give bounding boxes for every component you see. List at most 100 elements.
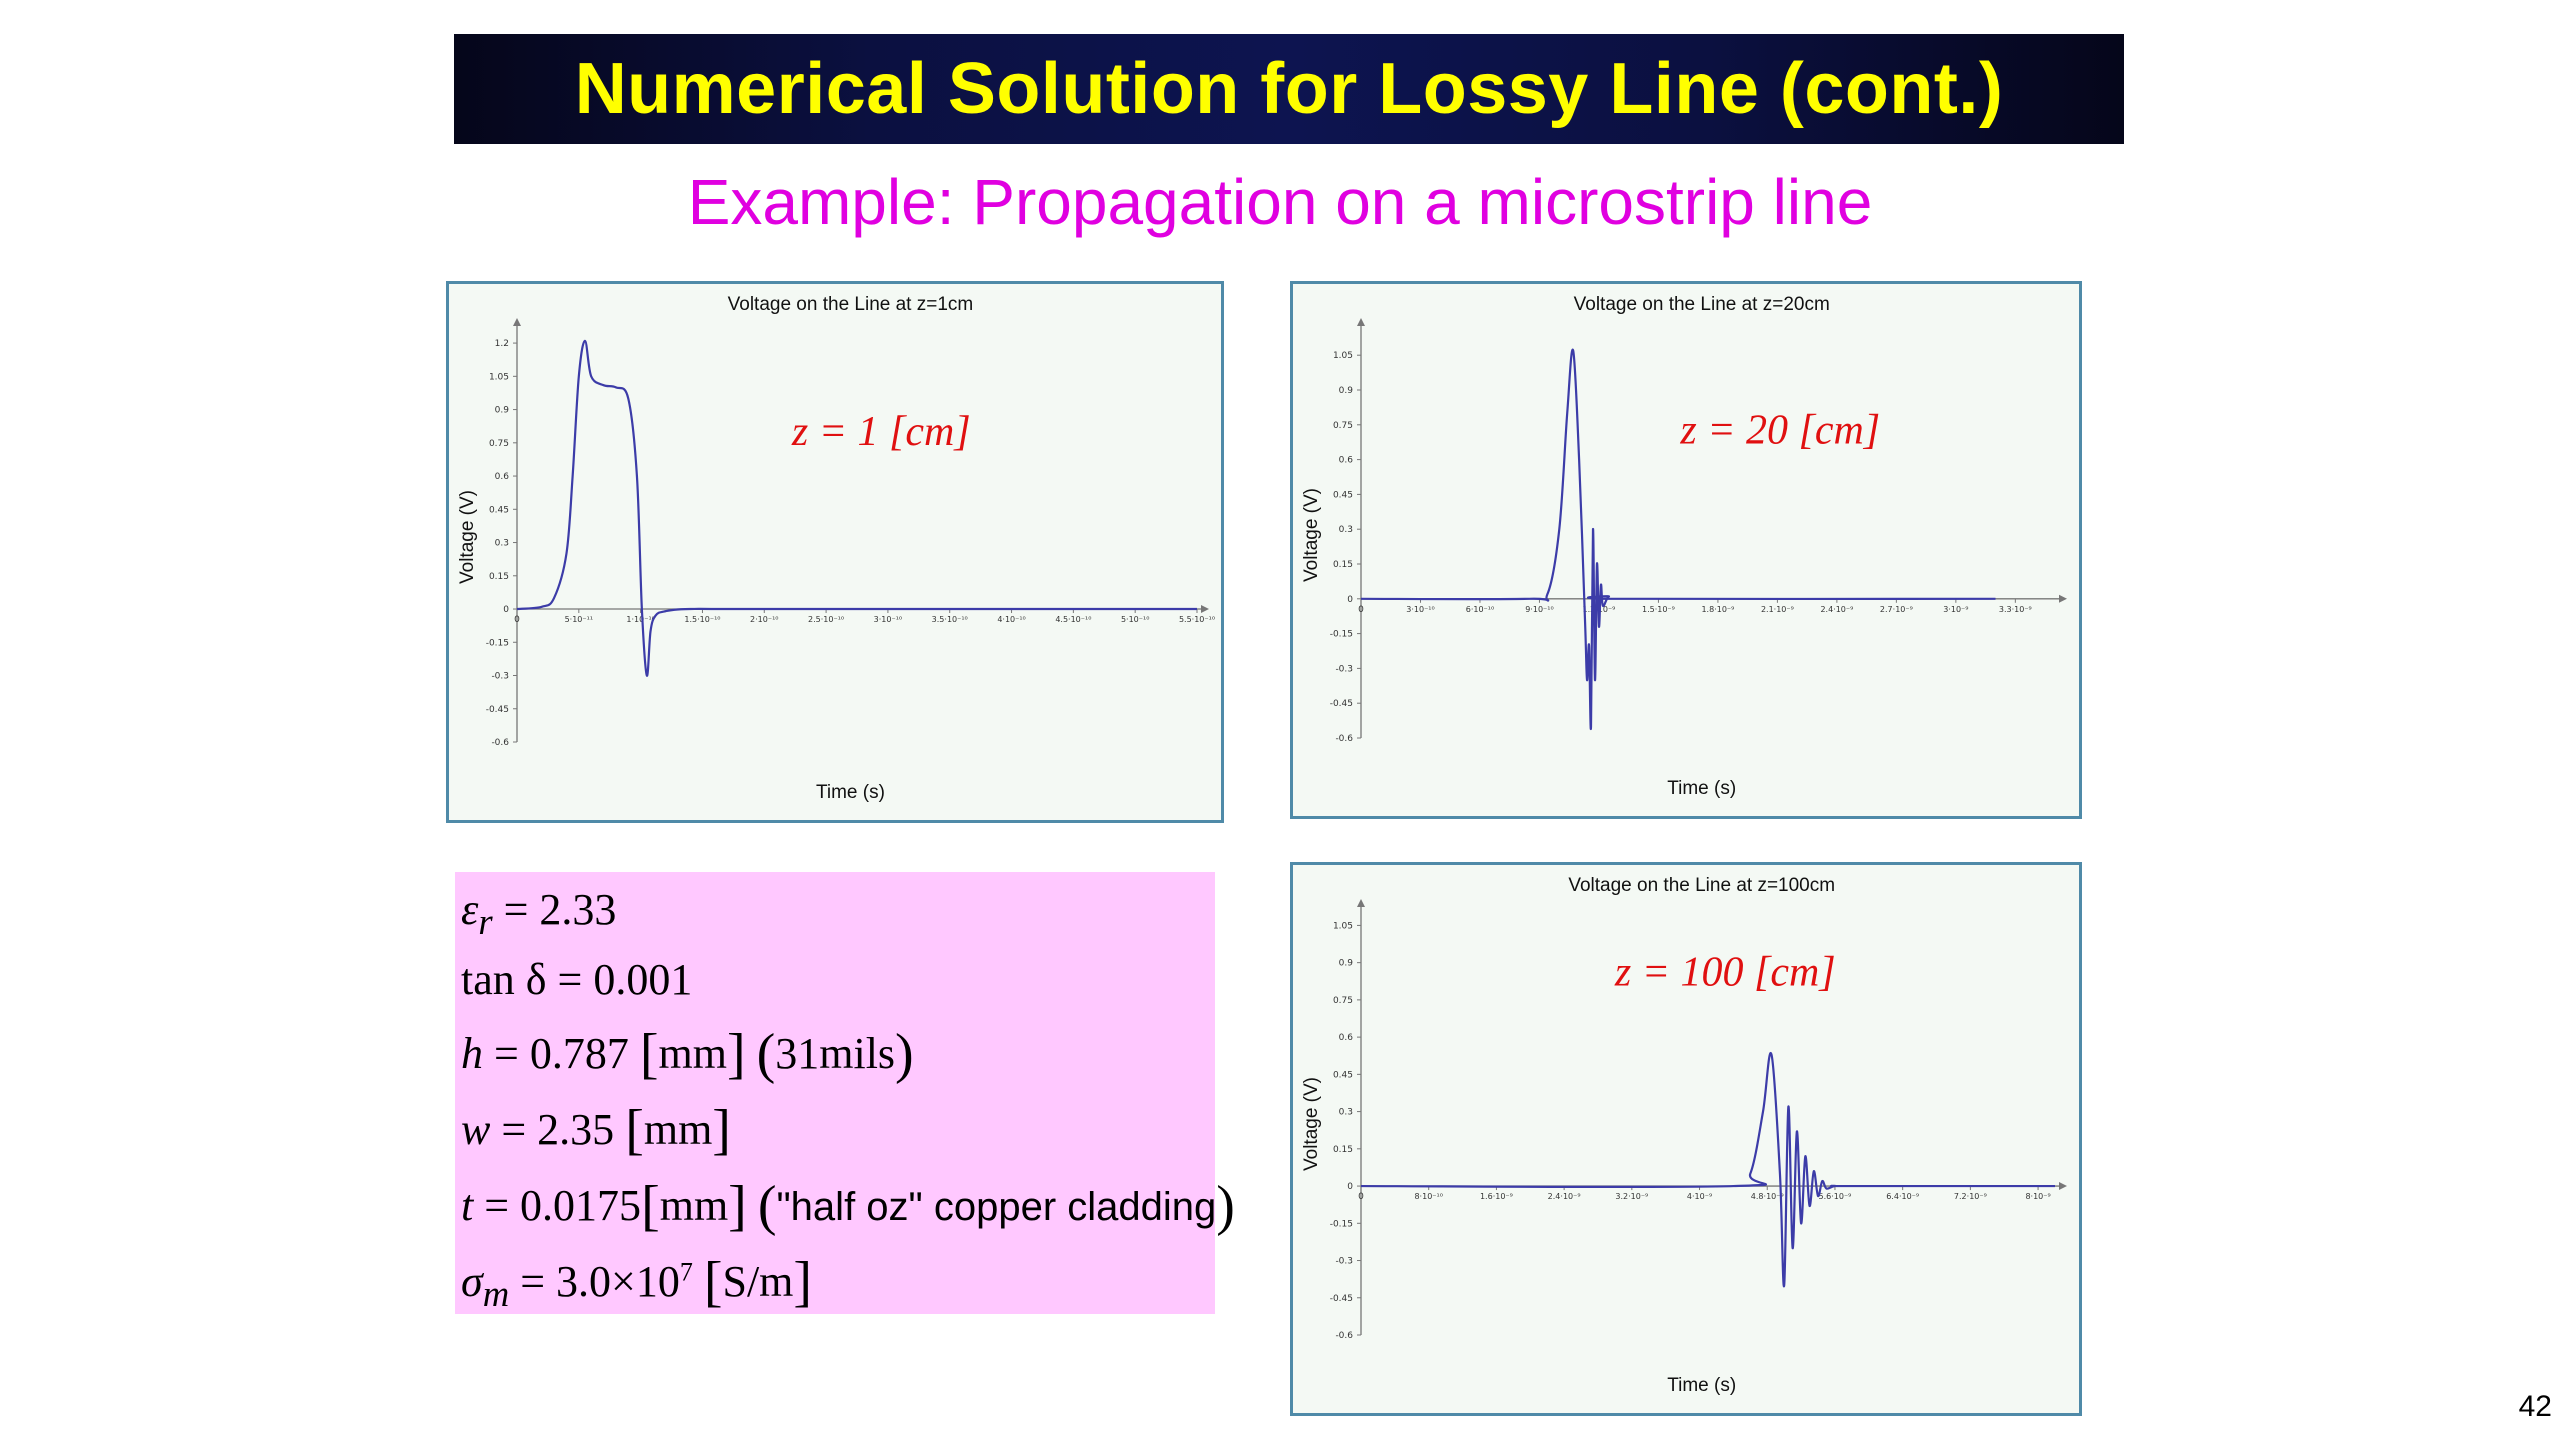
- tan-value: = 0.001: [557, 955, 693, 1004]
- chart-title: Voltage on the Line at z=1cm: [728, 294, 974, 315]
- y-tick-label: -0.15: [1330, 1219, 1353, 1229]
- x-tick-label: 3·10⁻¹⁰: [874, 615, 902, 624]
- x-origin-label: 0: [1358, 605, 1364, 615]
- y-tick-label: -0.3: [1335, 664, 1353, 674]
- x-axis-label: Time (s): [1667, 1375, 1736, 1396]
- y-tick-label: 0.15: [1333, 1145, 1353, 1155]
- y-tick-label: -0.45: [1330, 1294, 1353, 1304]
- w-symbol: w: [461, 1105, 491, 1154]
- param-er: εr = 2.33: [461, 884, 616, 943]
- y-axis-label: Voltage (V): [1301, 488, 1322, 582]
- param-w: w = 2.35 [mm]: [461, 1099, 731, 1161]
- voltage-series-line: [516, 339, 1197, 677]
- y-tick-label: 0: [503, 605, 509, 615]
- x-axis-arrow: [2059, 1182, 2067, 1191]
- sigma-symbol: σ: [461, 1257, 483, 1306]
- voltage-series-line: [1360, 1051, 2055, 1288]
- x-axis-arrow: [2059, 594, 2067, 603]
- y-tick-label: 0.15: [1333, 560, 1353, 570]
- h-symbol: h: [461, 1029, 483, 1078]
- chart-panel-z20: Voltage on the Line at z=20cm 1.05 0.9 0.75…: [1290, 281, 2082, 819]
- w-unit: mm: [643, 1105, 713, 1154]
- x-tick-label: 7.2·10⁻⁹: [1954, 1192, 1987, 1201]
- sigma-value: = 3.0×10: [520, 1257, 680, 1306]
- y-tick-label: 1.05: [489, 372, 509, 382]
- chart-svg: Voltage on the Line at z=1cm 1.2 1.05 0.9 0.…: [457, 294, 1215, 803]
- voltage-series-line: [1360, 348, 1996, 731]
- y-tick-label: -0.6: [491, 738, 509, 748]
- y-tick-label: 0.9: [495, 406, 510, 416]
- x-tick-label: 3·10⁻⁹: [1943, 605, 1968, 614]
- y-tick-label: 0.75: [489, 439, 509, 449]
- y-tick-label: 0.75: [1333, 996, 1353, 1006]
- x-tick-label: 2.1·10⁻⁹: [1761, 605, 1794, 614]
- er-symbol: ε: [461, 885, 479, 934]
- y-tick-label: 0: [1347, 1182, 1353, 1192]
- y-tick-label: 0.6: [495, 472, 510, 482]
- x-tick-label: 3.2·10⁻⁹: [1615, 1192, 1648, 1201]
- y-tick-label: 1.05: [1333, 921, 1353, 931]
- x-tick-label: 5·10⁻¹⁰: [1121, 615, 1149, 624]
- x-tick-label: 2·10⁻¹⁰: [750, 615, 778, 624]
- x-origin-label: 0: [514, 615, 520, 625]
- x-tick-label: 1.8·10⁻⁹: [1701, 605, 1734, 614]
- chart-panel-z1: Voltage on the Line at z=1cm 1.2 1.05 0.9 0.…: [446, 281, 1224, 823]
- t-note: "half oz" copper cladding: [776, 1185, 1217, 1229]
- x-tick-label: 6·10⁻¹⁰: [1466, 605, 1494, 614]
- y-tick-label: 0.9: [1339, 386, 1354, 396]
- y-axis-label: Voltage (V): [1301, 1077, 1322, 1171]
- x-axis-arrow: [1201, 605, 1209, 614]
- y-tick-label: -0.3: [491, 672, 509, 682]
- page-number: 42: [2518, 1390, 2552, 1423]
- sigma-subscript: m: [482, 1272, 510, 1314]
- x-tick-label: 3.3·10⁻⁹: [1999, 605, 2032, 614]
- x-tick-label: 4·10⁻¹⁰: [997, 615, 1025, 624]
- x-tick-label: 3.5·10⁻¹⁰: [932, 615, 968, 624]
- x-tick-label: 4.8·10⁻⁹: [1751, 1192, 1784, 1201]
- y-tick-label: -0.45: [1330, 699, 1353, 709]
- er-value: = 2.33: [503, 885, 617, 934]
- y-axis-arrow: [1357, 318, 1365, 326]
- chart-panel-z100: Voltage on the Line at z=100cm 1.05 0.9 0.7…: [1290, 862, 2082, 1416]
- x-tick-label: 5.6·10⁻⁹: [1819, 1192, 1852, 1201]
- x-tick-label: 1.5·10⁻⁹: [1642, 605, 1675, 614]
- x-tick-label: 1.5·10⁻¹⁰: [684, 615, 720, 624]
- w-value: = 2.35: [501, 1105, 615, 1154]
- x-tick-label: 2.4·10⁻⁹: [1548, 1192, 1581, 1201]
- chart-title: Voltage on the Line at z=20cm: [1574, 294, 1830, 315]
- sigma-unit: S/m: [722, 1257, 794, 1306]
- y-tick-label: 0: [1347, 595, 1353, 605]
- y-axis-arrow: [513, 318, 521, 326]
- param-sigma: σm = 3.0×107 [S/m]: [461, 1251, 813, 1314]
- y-axis-label: Voltage (V): [457, 490, 478, 584]
- y-tick-label: -0.6: [1335, 1331, 1353, 1341]
- x-tick-label: 8·10⁻⁹: [2025, 1192, 2050, 1201]
- x-tick-label: 2.5·10⁻¹⁰: [808, 615, 844, 624]
- y-tick-label: 0.45: [1333, 490, 1353, 500]
- t-symbol: t: [461, 1181, 474, 1230]
- param-h: h = 0.787 [mm] (31mils): [461, 1023, 914, 1085]
- t-value: = 0.0175: [484, 1181, 642, 1230]
- slide-title: Numerical Solution for Lossy Line (cont.…: [574, 49, 2004, 129]
- x-tick-label: 2.4·10⁻⁹: [1820, 605, 1853, 614]
- er-subscript: r: [478, 900, 493, 942]
- x-tick-label: 1.6·10⁻⁹: [1480, 1192, 1513, 1201]
- y-tick-label: 1.05: [1333, 351, 1353, 361]
- param-tan: tan δ = 0.001: [461, 954, 692, 1005]
- z-annotation: z = 100 [cm]: [1614, 950, 1836, 996]
- x-origin-label: 0: [1358, 1192, 1364, 1202]
- t-unit: mm: [659, 1181, 729, 1230]
- y-tick-label: 0.3: [1339, 1108, 1353, 1118]
- x-tick-label: 5.5·10⁻¹⁰: [1179, 615, 1215, 624]
- y-tick-label: -0.3: [1335, 1257, 1353, 1267]
- x-tick-label: 2.7·10⁻⁹: [1880, 605, 1913, 614]
- chart-svg: Voltage on the Line at z=20cm 1.05 0.9 0.75…: [1301, 294, 2067, 799]
- x-tick-label: 1·10⁻¹⁰: [626, 615, 654, 624]
- x-tick-label: 8·10⁻¹⁰: [1414, 1192, 1442, 1201]
- y-tick-label: -0.15: [1330, 630, 1353, 640]
- h-unit: mm: [658, 1029, 727, 1078]
- y-tick-label: 0.6: [1339, 1033, 1354, 1043]
- z-annotation: z = 20 [cm]: [1679, 408, 1880, 454]
- y-tick-label: 1.2: [495, 339, 509, 349]
- y-tick-label: 0.45: [1333, 1070, 1353, 1080]
